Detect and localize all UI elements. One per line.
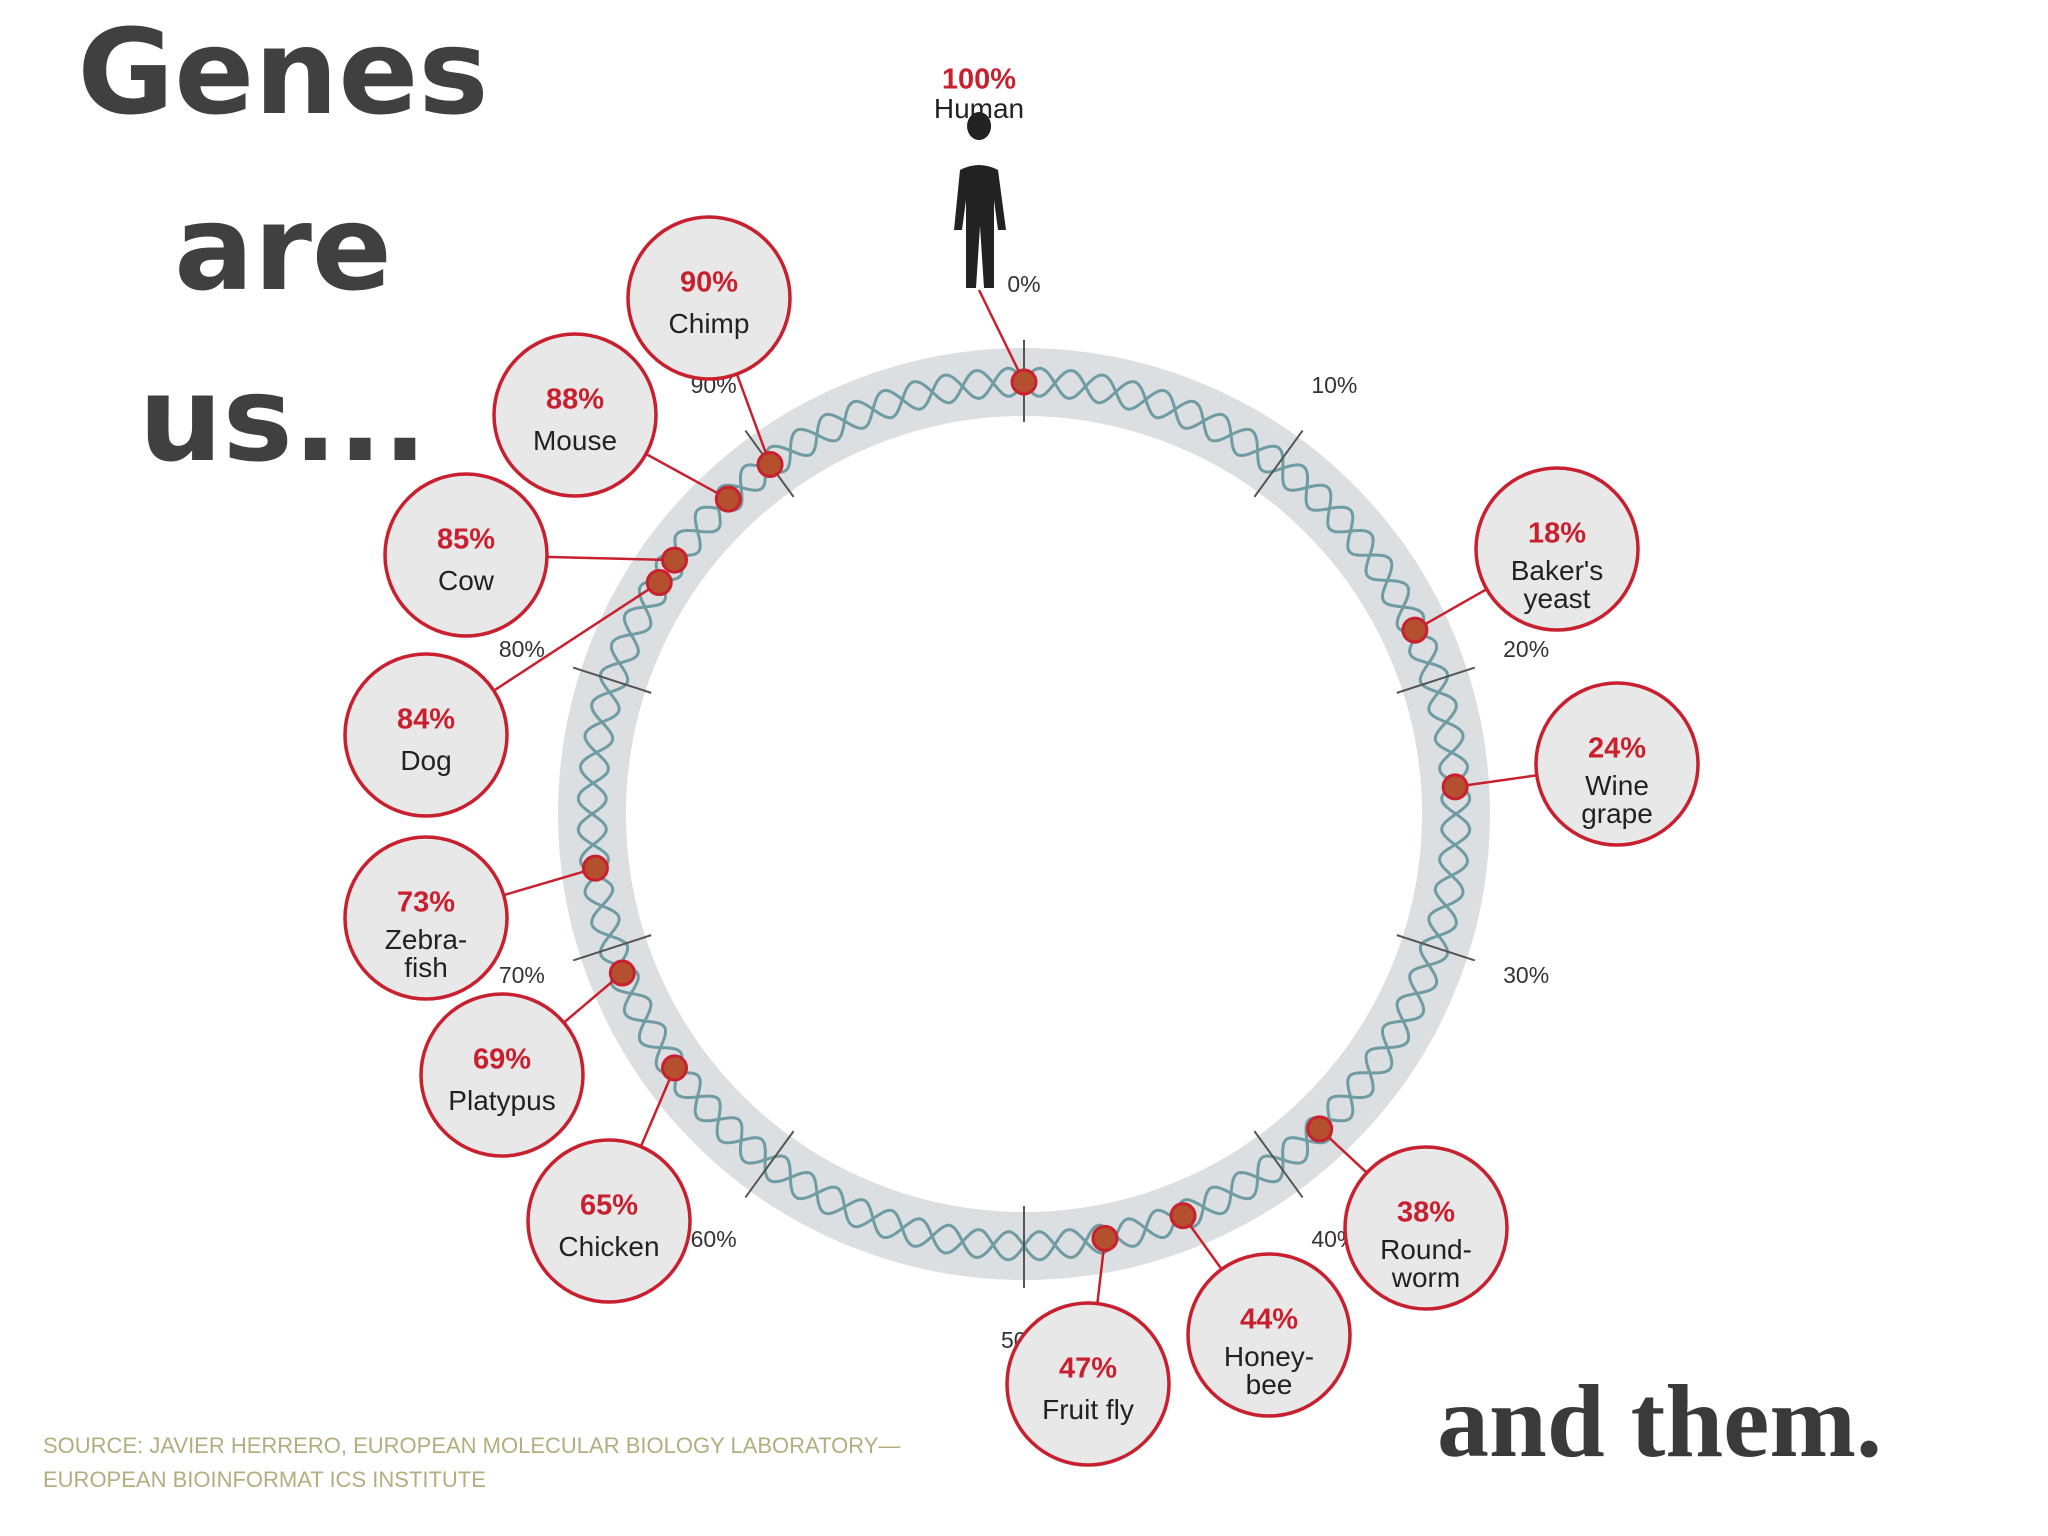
value-label: 88% <box>546 384 604 416</box>
marker <box>1169 1202 1197 1230</box>
marker <box>1091 1224 1119 1252</box>
value-label: 47% <box>1059 1353 1117 1385</box>
value-label: 18% <box>1528 518 1586 550</box>
value-label: 85% <box>437 524 495 556</box>
organism-name: Fruit fly <box>1042 1394 1134 1425</box>
organism-name: Cow <box>438 565 495 596</box>
marker <box>1441 773 1469 801</box>
marker <box>645 569 673 597</box>
value-label: 24% <box>1588 733 1646 765</box>
organism-name: Zebra-fish <box>385 924 467 983</box>
title-line: are <box>174 179 392 317</box>
bubble <box>1186 1252 1352 1418</box>
tick-mark <box>744 1130 795 1199</box>
marker <box>1010 368 1038 396</box>
value-label: 100% <box>942 64 1016 96</box>
value-label: 90% <box>680 267 738 299</box>
bubble <box>492 332 658 498</box>
connector <box>977 289 1026 383</box>
marker <box>661 546 689 574</box>
source-line: EUROPEAN BIOINFORMAT ICS INSTITUTE <box>43 1467 486 1492</box>
bubble <box>343 652 509 818</box>
value-label: 44% <box>1240 1304 1298 1336</box>
marker <box>608 959 636 987</box>
bubble <box>526 1138 692 1304</box>
tick-label: 70% <box>499 962 545 988</box>
tick-label: 20% <box>1503 636 1549 662</box>
tick-label: 0% <box>1007 271 1040 297</box>
tick-label: 60% <box>691 1226 737 1252</box>
bubble <box>1343 1145 1509 1311</box>
title-line: Genes <box>77 3 488 141</box>
tick-label: 10% <box>1311 372 1357 398</box>
closing-text: and them. <box>1437 1364 1882 1479</box>
organism-name: Platypus <box>448 1085 555 1116</box>
organism-name: Dog <box>400 745 451 776</box>
tick-mark <box>1253 1130 1304 1199</box>
helix-strand <box>576 366 1472 1262</box>
bubble <box>1474 466 1640 632</box>
bubble <box>1534 681 1700 847</box>
tick-mark <box>1396 934 1476 962</box>
title-line: us... <box>139 350 428 488</box>
tick-mark <box>1253 429 1304 498</box>
organism-name: Honey-bee <box>1224 1341 1314 1400</box>
source-line: SOURCE: JAVIER HERRERO, EUROPEAN MOLECUL… <box>43 1433 900 1458</box>
bubble <box>383 472 549 638</box>
tick-mark <box>1396 666 1476 694</box>
marker <box>1401 616 1429 644</box>
value-label: 38% <box>1397 1197 1455 1229</box>
organism-name: Mouse <box>533 425 617 456</box>
bubble <box>1005 1301 1171 1467</box>
value-label: 84% <box>397 704 455 736</box>
marker <box>581 854 609 882</box>
chart: 0%10%20%30%40%50%60%70%80%90%18%Baker'sy… <box>343 64 1700 1467</box>
tick-label: 80% <box>499 636 545 662</box>
marker <box>1306 1115 1334 1143</box>
ring <box>558 348 1490 1280</box>
bubble <box>419 992 585 1158</box>
human-silhouette <box>954 112 1006 288</box>
value-label: 73% <box>397 887 455 919</box>
value-label: 65% <box>580 1190 638 1222</box>
value-label: 69% <box>473 1044 531 1076</box>
organism-name: Chimp <box>669 308 750 339</box>
organism-name: Chicken <box>558 1231 659 1262</box>
marker <box>661 1054 689 1082</box>
bubble <box>343 835 509 1001</box>
bubble <box>626 215 792 381</box>
marker <box>756 451 784 479</box>
tick-mark <box>572 934 652 962</box>
organism-name: Baker's yeast <box>1511 555 1604 614</box>
organism-name: Wine grape <box>1581 770 1653 829</box>
marker <box>714 485 742 513</box>
tick-label: 30% <box>1503 962 1549 988</box>
tick-mark <box>572 666 652 694</box>
organism-name: Round-worm <box>1380 1234 1472 1293</box>
